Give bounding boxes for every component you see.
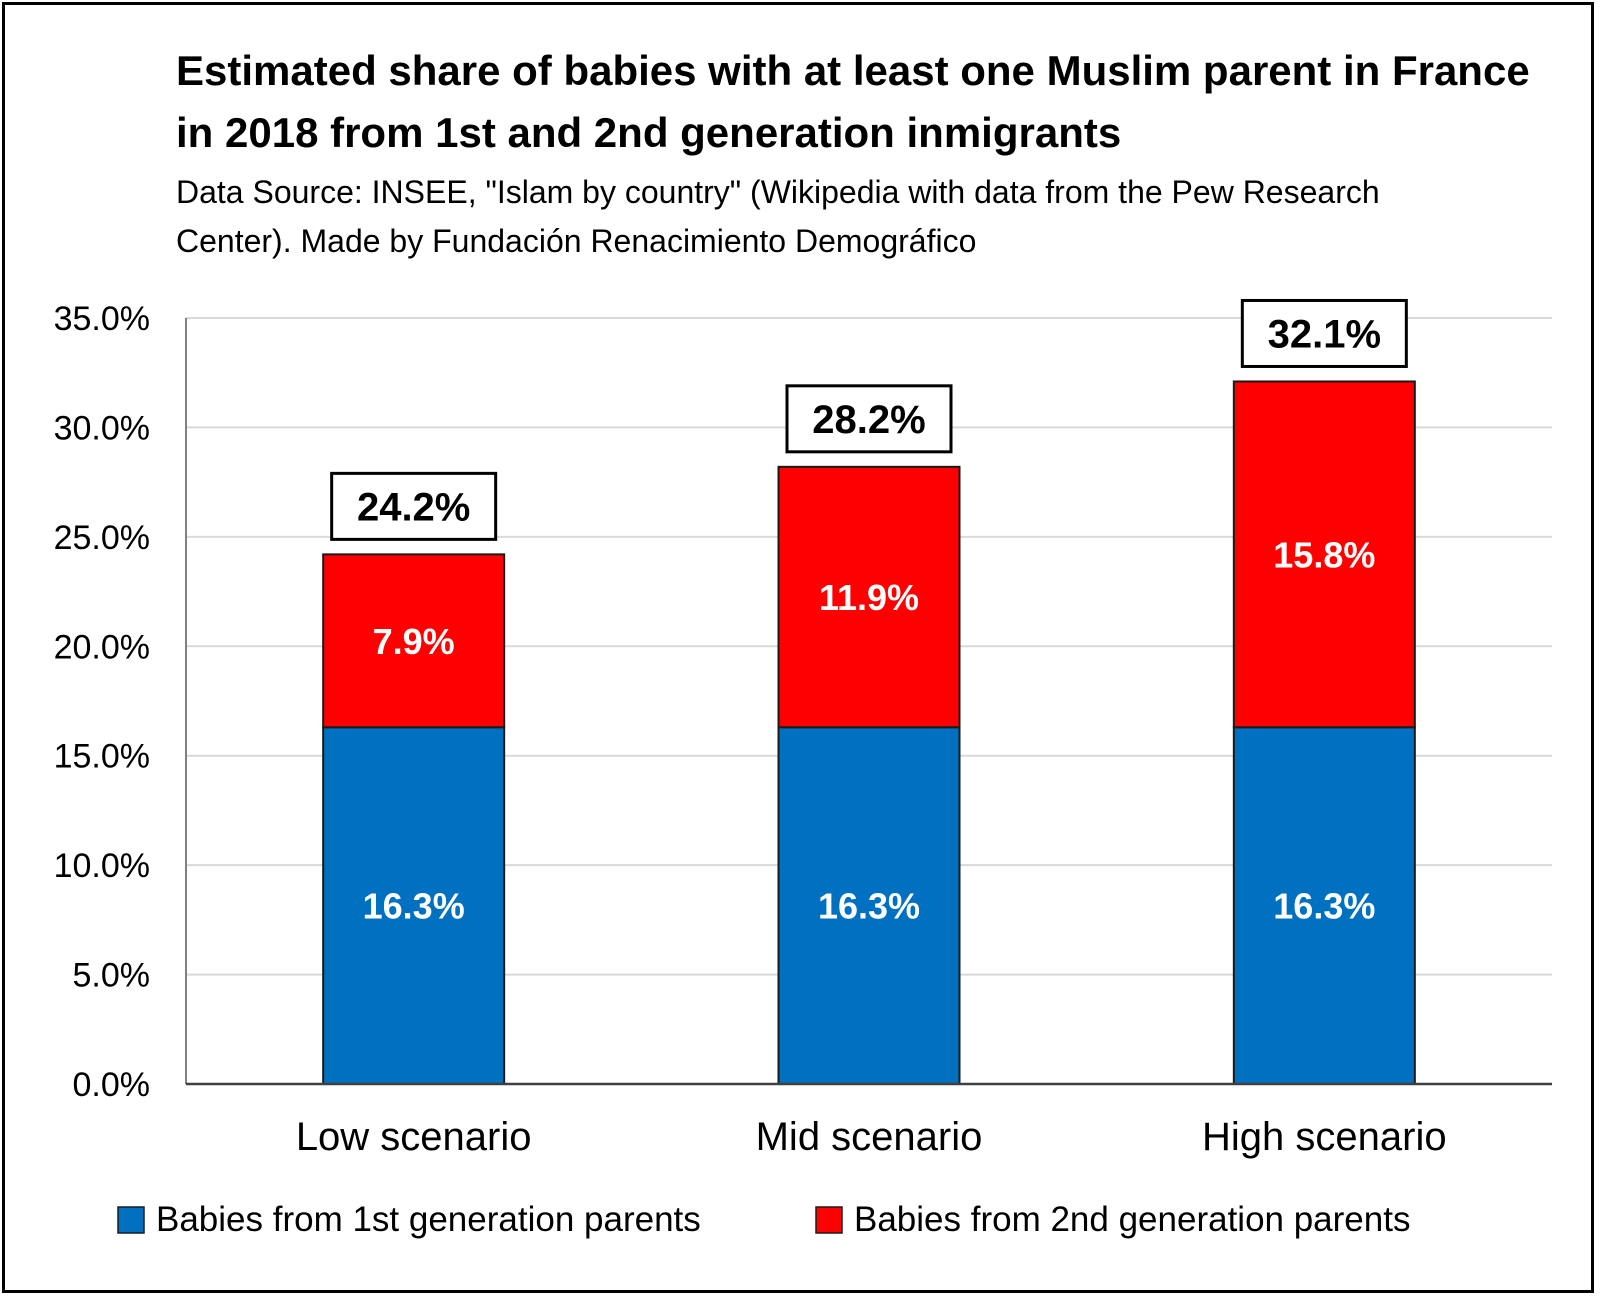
data-label: 16.3% [818, 886, 920, 927]
y-tick-label: 35.0% [54, 300, 150, 338]
y-tick-label: 15.0% [54, 738, 150, 776]
data-label: 11.9% [819, 577, 919, 618]
total-label-box [785, 384, 953, 454]
data-label: 15.8% [1273, 534, 1375, 575]
legend-label: Babies from 2nd generation parents [854, 1200, 1410, 1239]
x-tick-label: High scenario [1202, 1115, 1447, 1159]
bar-segment [777, 465, 961, 729]
legend-swatch [117, 1206, 145, 1234]
data-label: 7.9% [373, 621, 455, 662]
bar-segment [1232, 726, 1416, 1086]
total-label: 32.1% [1268, 312, 1381, 356]
legend: Babies from 1st generation parents Babies… [117, 1200, 1410, 1239]
data-label: 16.3% [363, 886, 465, 927]
bar-segment [322, 553, 506, 729]
chart-title: Estimated share of babies with at least … [176, 47, 1530, 156]
y-tick-label: 10.0% [54, 847, 150, 885]
y-tick-label: 30.0% [54, 409, 150, 447]
legend-label: Babies from 1st generation parents [156, 1200, 701, 1239]
x-axis-labels: Low scenario Mid scenario High scenario [296, 1115, 1447, 1159]
y-tick-label: 0.0% [73, 1066, 151, 1104]
y-tick-label: 20.0% [54, 628, 150, 666]
bars: 16.3% 7.9% 24.2% 16.3% 11.9% 28.2% 16.3% 15.8% 3… [322, 298, 1416, 1086]
bar-segment [1232, 380, 1416, 729]
total-label: 24.2% [357, 485, 470, 529]
total-label: 28.2% [812, 398, 925, 442]
x-tick-label: Low scenario [296, 1115, 532, 1159]
bar-segment [777, 726, 961, 1086]
legend-swatch [815, 1206, 843, 1234]
y-tick-label: 25.0% [54, 519, 150, 557]
chart-subtitle: Data Source: INSEE, "Islam by country" (… [176, 174, 1380, 259]
total-label-box [330, 471, 498, 541]
y-axis-ticks: 0.0% 5.0% 10.0% 15.0% 20.0% 25.0% 30.0% 35.0% [54, 300, 150, 1104]
bar-segment [322, 726, 506, 1086]
axes [185, 318, 1552, 1086]
data-label: 16.3% [1273, 886, 1375, 927]
total-label-box [1240, 298, 1408, 368]
x-tick-label: Mid scenario [756, 1115, 983, 1159]
y-tick-label: 5.0% [73, 957, 151, 995]
